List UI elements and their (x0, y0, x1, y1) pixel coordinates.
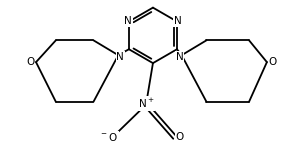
Text: N: N (116, 52, 124, 62)
Text: N: N (176, 52, 184, 62)
Text: N: N (174, 16, 182, 26)
Text: N: N (124, 16, 132, 26)
Text: $^-$O: $^-$O (99, 131, 118, 143)
Text: O: O (26, 57, 34, 67)
Text: O: O (269, 57, 277, 67)
Text: O: O (176, 132, 184, 142)
Text: N$^+$: N$^+$ (138, 97, 154, 110)
